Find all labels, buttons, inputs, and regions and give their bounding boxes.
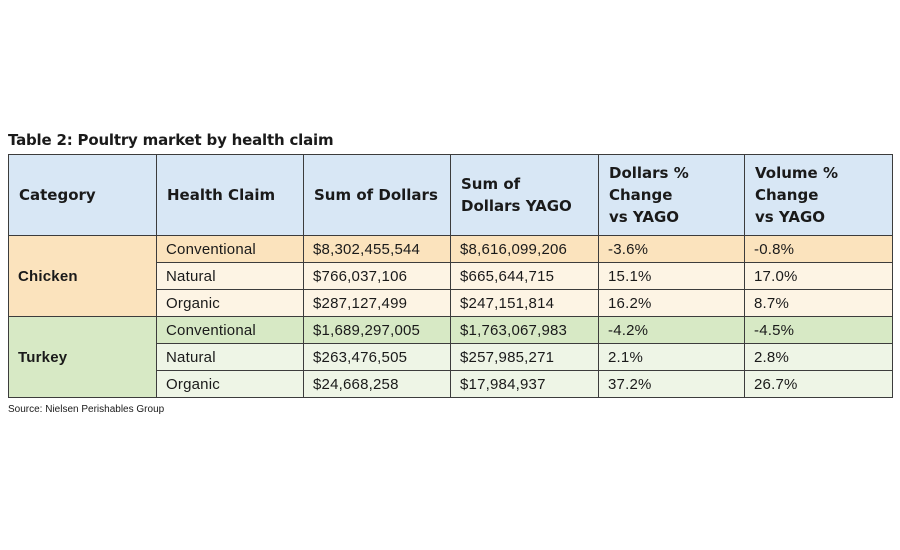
header-volume-pct-change: Volume % Change vs YAGO xyxy=(744,154,893,236)
claim-cell: Natural xyxy=(156,343,304,371)
dollars-cell: $8,302,455,544 xyxy=(303,235,451,263)
table-title: Table 2: Poultry market by health claim xyxy=(8,131,334,149)
dollars-cell: $766,037,106 xyxy=(303,262,451,290)
dollars-cell: $1,689,297,005 xyxy=(303,316,451,344)
header-dollars-pct-change: Dollars % Change vs YAGO xyxy=(598,154,745,236)
volume-pct-cell: 2.8% xyxy=(744,343,893,371)
header-sum-of-dollars-yago: Sum of Dollars YAGO xyxy=(450,154,599,236)
yago-cell: $17,984,937 xyxy=(450,370,599,398)
table-row: Natural $766,037,106 $665,644,715 15.1% … xyxy=(9,262,893,290)
table-row: Organic $287,127,499 $247,151,814 16.2% … xyxy=(9,289,893,317)
yago-cell: $8,616,099,206 xyxy=(450,235,599,263)
table-row: Chicken Conventional $8,302,455,544 $8,6… xyxy=(8,235,893,317)
yago-cell: $665,644,715 xyxy=(450,262,599,290)
claim-cell: Conventional xyxy=(156,235,304,263)
header-health-claim: Health Claim xyxy=(156,154,304,236)
claim-cell: Organic xyxy=(156,370,304,398)
volume-pct-cell: 17.0% xyxy=(744,262,893,290)
dollars-pct-cell: 16.2% xyxy=(598,289,745,317)
claim-cell: Organic xyxy=(156,289,304,317)
volume-pct-cell: -4.5% xyxy=(744,316,893,344)
header-category: Category xyxy=(8,154,157,236)
category-cell-chicken: Chicken xyxy=(8,235,157,317)
dollars-pct-cell: -4.2% xyxy=(598,316,745,344)
source-note: Source: Nielsen Perishables Group xyxy=(8,404,165,415)
dollars-cell: $263,476,505 xyxy=(303,343,451,371)
volume-pct-cell: 26.7% xyxy=(744,370,893,398)
poultry-table: Category Health Claim Sum of Dollars Sum… xyxy=(8,154,893,398)
claim-cell: Natural xyxy=(156,262,304,290)
dollars-cell: $287,127,499 xyxy=(303,289,451,317)
yago-cell: $257,985,271 xyxy=(450,343,599,371)
table-row: Organic $24,668,258 $17,984,937 37.2% 26… xyxy=(9,370,893,398)
yago-cell: $1,763,067,983 xyxy=(450,316,599,344)
category-cell-turkey: Turkey xyxy=(8,316,157,398)
dollars-cell: $24,668,258 xyxy=(303,370,451,398)
table-row: Turkey Conventional $1,689,297,005 $1,76… xyxy=(8,316,893,398)
table-row: Natural $263,476,505 $257,985,271 2.1% 2… xyxy=(9,343,893,371)
yago-cell: $247,151,814 xyxy=(450,289,599,317)
volume-pct-cell: -0.8% xyxy=(744,235,893,263)
dollars-pct-cell: 2.1% xyxy=(598,343,745,371)
dollars-pct-cell: 15.1% xyxy=(598,262,745,290)
volume-pct-cell: 8.7% xyxy=(744,289,893,317)
header-sum-of-dollars: Sum of Dollars xyxy=(303,154,451,236)
claim-cell: Conventional xyxy=(156,316,304,344)
dollars-pct-cell: -3.6% xyxy=(598,235,745,263)
header-row: Category Health Claim Sum of Dollars Sum… xyxy=(8,154,893,236)
dollars-pct-cell: 37.2% xyxy=(598,370,745,398)
